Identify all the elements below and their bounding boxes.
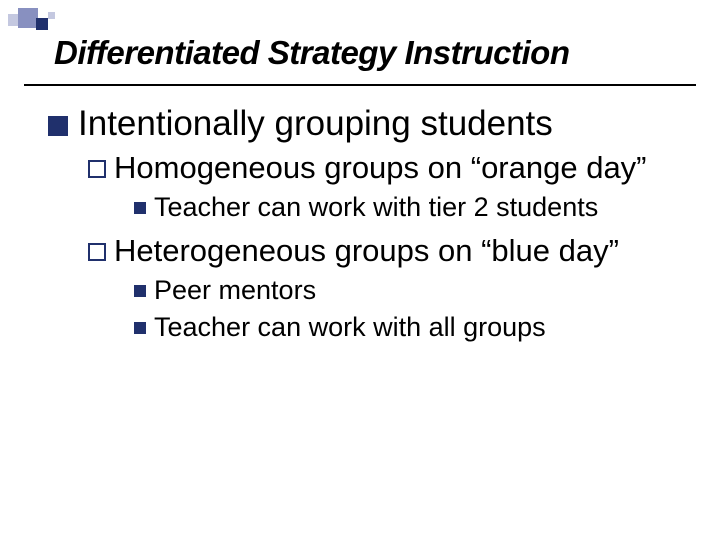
bullet-text: Teacher can work with all groups [154, 312, 546, 343]
bullet-level1: Intentionally grouping students [48, 104, 696, 144]
hollow-square-bullet-icon [88, 243, 106, 261]
slide-body: Intentionally grouping students Homogene… [48, 104, 696, 349]
square-bullet-icon [134, 202, 146, 214]
square-bullet-icon [48, 116, 68, 136]
square-bullet-icon [134, 285, 146, 297]
bullet-level3: Teacher can work with tier 2 students [134, 192, 696, 223]
bullet-level2: Heterogeneous groups on “blue day” [88, 233, 696, 269]
bullet-level3: Peer mentors [134, 275, 696, 306]
bullet-level2: Homogeneous groups on “orange day” [88, 150, 696, 186]
slide-title: Differentiated Strategy Instruction [54, 34, 569, 72]
bullet-level3: Teacher can work with all groups [134, 312, 696, 343]
bullet-text: Homogeneous groups on “orange day” [114, 150, 647, 186]
decor-square [36, 18, 48, 30]
square-bullet-icon [134, 322, 146, 334]
bullet-text: Heterogeneous groups on “blue day” [114, 233, 619, 269]
hollow-square-bullet-icon [88, 160, 106, 178]
decor-square [18, 8, 38, 28]
decor-square [48, 12, 55, 19]
bullet-text: Intentionally grouping students [78, 104, 553, 144]
bullet-text: Peer mentors [154, 275, 316, 306]
title-rule [24, 84, 696, 86]
bullet-text: Teacher can work with tier 2 students [154, 192, 598, 223]
